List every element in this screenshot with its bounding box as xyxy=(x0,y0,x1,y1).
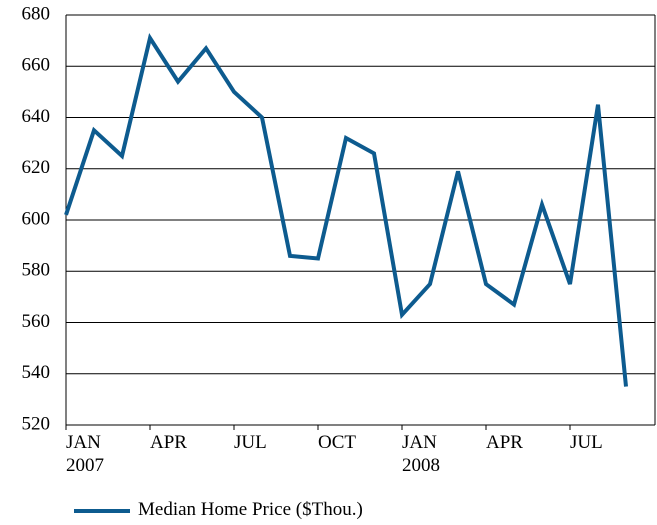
y-tick-label: 520 xyxy=(22,413,51,434)
y-tick-label: 660 xyxy=(22,55,51,76)
x-tick-label: JAN 2007 xyxy=(66,432,104,476)
data-line xyxy=(64,33,628,387)
x-tick-label: OCT xyxy=(318,432,356,453)
x-tick-label: JUL xyxy=(570,432,603,453)
x-tick-label: JUL xyxy=(234,432,267,453)
x-tick-label: APR xyxy=(486,432,523,453)
x-tick-label: JAN 2008 xyxy=(402,432,440,476)
y-tick-label: 580 xyxy=(22,260,51,281)
y-tick-label: 540 xyxy=(22,362,51,383)
y-tick-label: 620 xyxy=(22,157,51,178)
y-tick-label: 640 xyxy=(22,106,51,127)
x-tick-label: APR xyxy=(150,432,187,453)
legend-label: Median Home Price ($Thou.) xyxy=(138,499,363,520)
y-tick-label: 680 xyxy=(22,3,51,24)
y-tick-label: 560 xyxy=(22,311,51,332)
y-tick-label: 600 xyxy=(22,208,51,229)
